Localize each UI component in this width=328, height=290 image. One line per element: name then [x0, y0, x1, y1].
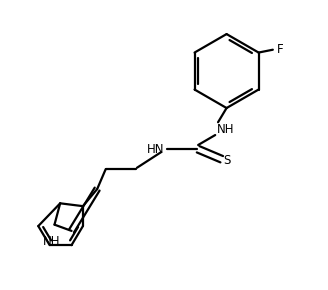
Text: NH: NH [216, 123, 234, 136]
Text: S: S [224, 154, 231, 167]
Text: HN: HN [147, 143, 164, 156]
Text: NH: NH [43, 235, 60, 249]
Text: F: F [277, 43, 284, 56]
